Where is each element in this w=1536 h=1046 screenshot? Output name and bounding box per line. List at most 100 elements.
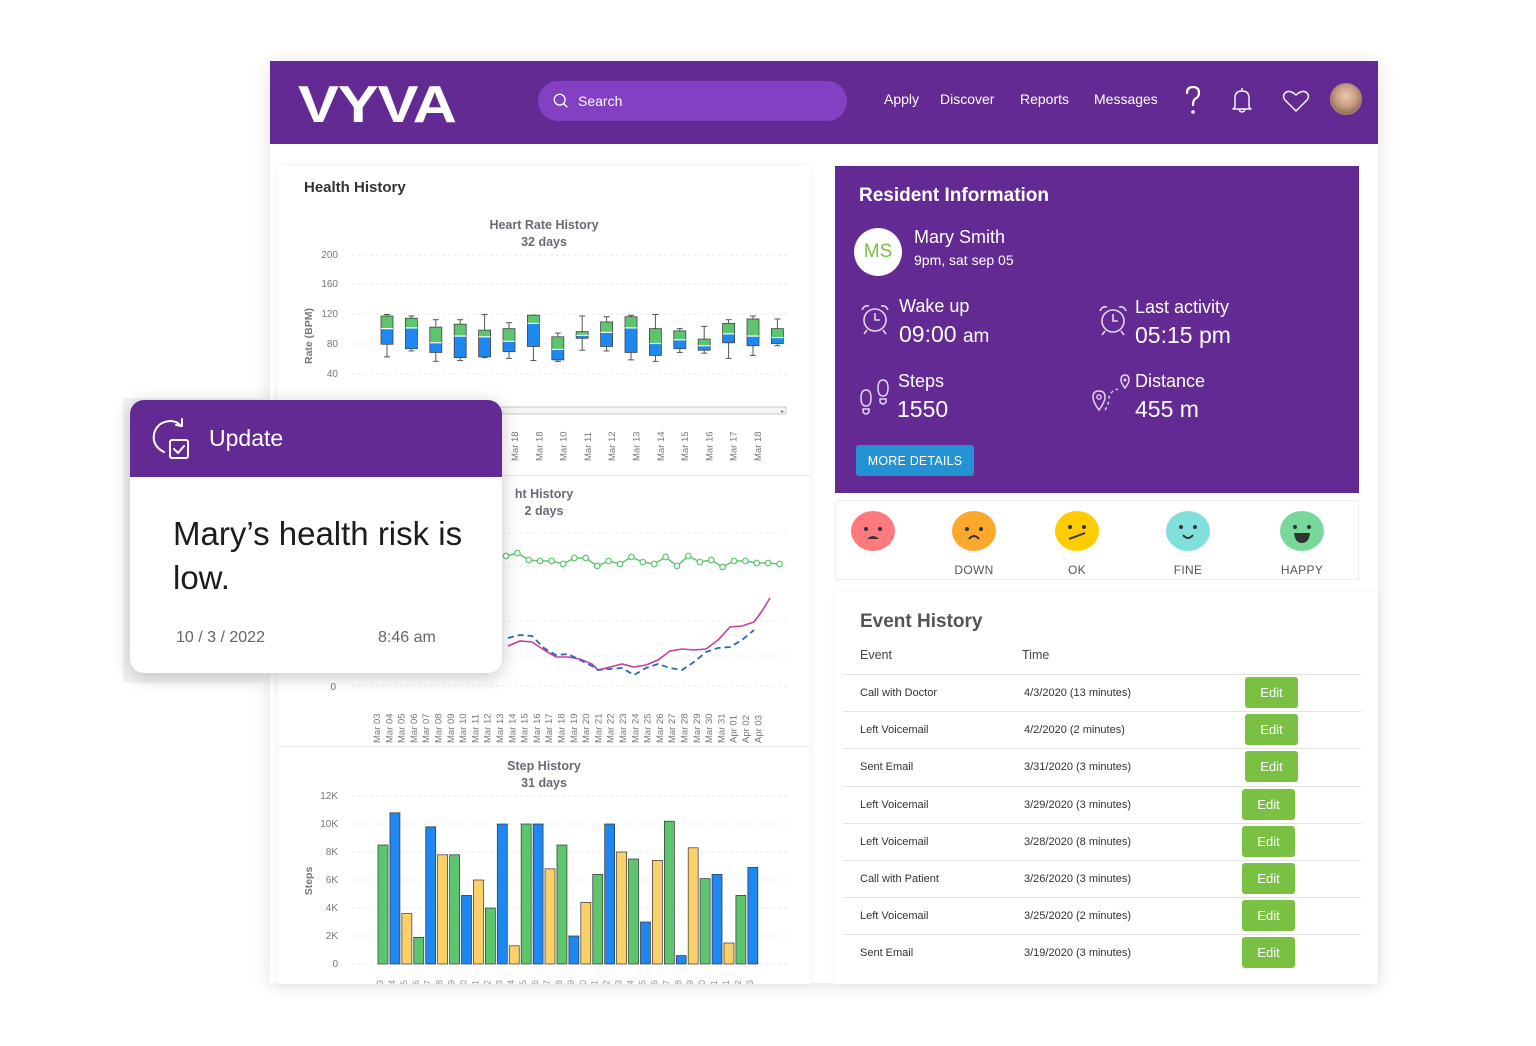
event-time: 3/25/2020 (2 minutes) [1024, 910, 1132, 922]
edit-button[interactable]: Edit [1245, 751, 1298, 782]
wake-up-label: Wake up [899, 296, 970, 316]
svg-text:Mar 28: Mar 28 [680, 713, 691, 743]
vyva-logo[interactable]: VYVA [298, 76, 457, 134]
user-avatar[interactable] [1330, 83, 1362, 115]
event-time: 3/31/2020 (3 minutes) [1024, 761, 1132, 773]
update-time: 8:46 am [378, 629, 436, 646]
svg-text:160: 160 [321, 279, 338, 290]
event-time: 3/19/2020 (3 minutes) [1024, 947, 1132, 959]
weight-line-chart: 0 Mar 03 Mar 04 Mar 05 Mar 06 Mar 07 Mar 08 Ma… [330, 532, 788, 743]
svg-text:Mar 31: Mar 31 [716, 713, 727, 743]
svg-text:Mar 20: Mar 20 [581, 713, 592, 743]
svg-text:5: 5 [637, 980, 647, 984]
event-time: 3/26/2020 (3 minutes) [1024, 873, 1132, 885]
svg-text:4: 4 [387, 980, 397, 984]
mood-happy[interactable]: HAPPY [1272, 511, 1332, 577]
svg-text:Mar 03: Mar 03 [372, 713, 383, 743]
svg-text:Mar 10: Mar 10 [458, 713, 469, 743]
svg-text:200: 200 [321, 250, 338, 261]
column-header-time: Time [1022, 648, 1050, 662]
svg-text:2: 2 [482, 980, 492, 984]
svg-text:Mar 13: Mar 13 [632, 431, 643, 461]
edit-button[interactable]: Edit [1242, 937, 1295, 968]
svg-text:Mar 21: Mar 21 [593, 713, 604, 743]
steps-value: 1550 [897, 396, 949, 422]
edit-button[interactable]: Edit [1242, 826, 1295, 857]
mood-label: FINE [1173, 563, 1203, 577]
search-input[interactable]: Search [538, 81, 847, 121]
mood-ok[interactable]: OK [1047, 511, 1107, 577]
refresh-check-icon [152, 418, 189, 459]
last-activity-label: Last activity [1135, 297, 1230, 317]
svg-text:Mar 09: Mar 09 [446, 713, 457, 743]
svg-text:6: 6 [530, 980, 540, 984]
edit-button[interactable]: Edit [1242, 789, 1295, 820]
alarm-clock-icon [1099, 306, 1127, 336]
edit-button[interactable]: Edit [1245, 714, 1298, 745]
svg-text:Mar 30: Mar 30 [704, 713, 715, 743]
svg-text:6: 6 [649, 980, 659, 984]
svg-text:Mar 29: Mar 29 [692, 713, 703, 743]
svg-text:1: 1 [709, 980, 719, 984]
svg-text:Mar 15: Mar 15 [520, 713, 531, 743]
alarm-clock-icon [861, 305, 889, 335]
svg-text:5: 5 [399, 980, 409, 984]
event-name: Left Voicemail [860, 836, 929, 848]
more-details-button[interactable]: MORE DETAILS [856, 445, 974, 476]
svg-text:Rate (BPM): Rate (BPM) [303, 308, 315, 364]
nav-discover[interactable]: Discover [940, 91, 995, 107]
svg-text:Apr 03: Apr 03 [753, 715, 764, 743]
svg-text:Mar 14: Mar 14 [656, 431, 667, 461]
event-name: Left Voicemail [860, 799, 929, 811]
nav-reports[interactable]: Reports [1020, 91, 1070, 107]
edit-button[interactable]: Edit [1242, 900, 1295, 931]
bell-icon[interactable] [1230, 85, 1254, 115]
svg-text:Apr 02: Apr 02 [741, 715, 752, 743]
svg-text:3: 3 [494, 980, 504, 984]
svg-text:12K: 12K [320, 791, 338, 802]
step-chart-subtitle: 31 days [521, 776, 567, 790]
chart-divider [278, 475, 810, 476]
distance-value: 455 m [1135, 396, 1199, 422]
heart-rate-boxplot: 200 160 120 80 40 Rate (BPM) ▸ [281, 250, 788, 415]
svg-text:8: 8 [554, 980, 564, 984]
mood-down[interactable]: DOWN [944, 511, 1004, 577]
svg-text:4K: 4K [326, 903, 339, 914]
svg-text:Mar 17: Mar 17 [729, 431, 740, 461]
svg-text:Mar 17: Mar 17 [544, 713, 555, 743]
nav-messages[interactable]: Messages [1094, 91, 1158, 107]
svg-text:40: 40 [327, 369, 339, 380]
svg-text:Mar 18: Mar 18 [557, 713, 568, 743]
svg-text:2: 2 [602, 980, 612, 984]
event-name: Left Voicemail [860, 910, 929, 922]
svg-text:1: 1 [590, 980, 600, 984]
edit-button[interactable]: Edit [1245, 677, 1298, 708]
svg-text:Mar 05: Mar 05 [397, 713, 408, 743]
happy-face-icon [1280, 511, 1324, 551]
edit-button[interactable]: Edit [1242, 863, 1295, 894]
heart-icon[interactable] [1282, 89, 1310, 113]
svg-text:7: 7 [423, 980, 433, 984]
mood-label: OK [1068, 563, 1086, 577]
help-icon[interactable] [1184, 85, 1202, 117]
update-card-header: Update [130, 400, 502, 477]
nav-apply[interactable]: Apply [884, 91, 920, 107]
svg-text:Mar 18: Mar 18 [753, 431, 764, 461]
svg-text:Mar 18: Mar 18 [534, 431, 545, 461]
table-row: Sent Email 3/19/2020 (3 minutes) Edit [843, 934, 1361, 971]
svg-text:▸: ▸ [781, 409, 784, 415]
svg-text:3: 3 [614, 980, 624, 984]
resident-name: Mary Smith [914, 227, 1006, 247]
mood-sad[interactable] [843, 511, 903, 563]
mood-fine[interactable]: FINE [1158, 511, 1218, 577]
health-history-title: Health History [304, 179, 406, 196]
event-name: Sent Email [860, 947, 914, 959]
svg-text:Mar 11: Mar 11 [470, 714, 481, 743]
update-notification-card[interactable]: Update Mary’s health risk is low. 10 / 3… [130, 400, 502, 673]
svg-text:0: 0 [578, 980, 588, 984]
table-row: Left Voicemail 4/2/2020 (2 minutes) Edit [843, 711, 1361, 748]
event-history-title: Event History [860, 611, 983, 632]
last-activity-value: 05:15 pm [1135, 322, 1231, 348]
svg-text:6: 6 [411, 980, 421, 984]
svg-text:9: 9 [685, 980, 695, 984]
